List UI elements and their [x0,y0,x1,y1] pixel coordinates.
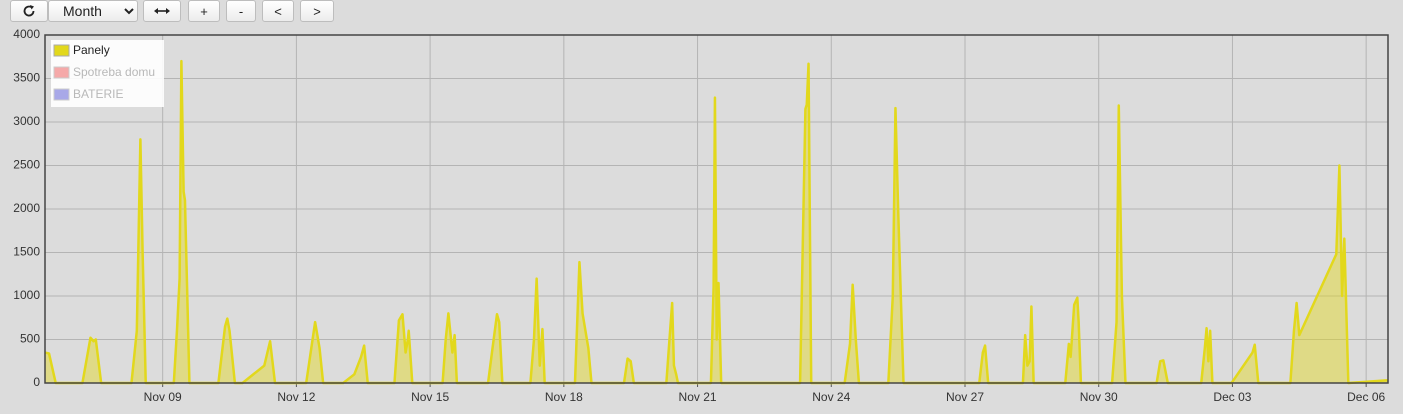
x-tick-label: Nov 30 [1080,390,1118,404]
zoom-in-button[interactable]: + [188,0,220,22]
y-tick-label: 1000 [13,288,40,302]
next-button[interactable]: > [300,0,334,22]
fit-button[interactable] [143,0,181,22]
legend-item[interactable]: Panely [53,43,110,57]
legend-box [51,40,164,107]
y-tick-label: 3500 [13,71,40,85]
y-tick-label: 1500 [13,245,40,259]
zoom-out-button[interactable]: - [226,0,256,22]
refresh-button[interactable] [10,0,48,22]
x-tick-label: Nov 15 [411,390,449,404]
y-tick-label: 2000 [13,201,40,215]
x-tick-label: Dec 03 [1213,390,1251,404]
legend-swatch [53,44,70,57]
y-tick-label: 500 [20,332,40,346]
prev-button[interactable]: < [262,0,294,22]
legend-item[interactable]: Spotreba domu [53,65,155,79]
fit-icon [154,8,170,14]
legend-swatch [53,66,70,79]
toolbar: Month + - < > [10,0,334,23]
legend-label: Panely [73,43,110,57]
refresh-icon [23,5,35,17]
x-tick-label: Nov 21 [679,390,717,404]
legend: Panely Spotreba domu BATERIE [51,40,164,107]
period-select[interactable]: Month [48,0,138,22]
x-tick-label: Nov 18 [545,390,583,404]
plot-border [44,34,1389,384]
y-tick-label: 4000 [13,27,40,41]
y-tick-label: 3000 [13,114,40,128]
y-tick-label: 0 [33,375,40,389]
x-tick-label: Nov 12 [277,390,315,404]
x-tick-label: Dec 06 [1347,390,1385,404]
legend-item[interactable]: BATERIE [53,87,123,101]
x-tick-label: Nov 27 [946,390,984,404]
x-tick-label: Nov 24 [812,390,850,404]
legend-swatch [53,88,70,101]
legend-label: Spotreba domu [73,65,155,79]
y-tick-label: 2500 [13,158,40,172]
x-tick-label: Nov 09 [144,390,182,404]
legend-label: BATERIE [73,87,123,101]
